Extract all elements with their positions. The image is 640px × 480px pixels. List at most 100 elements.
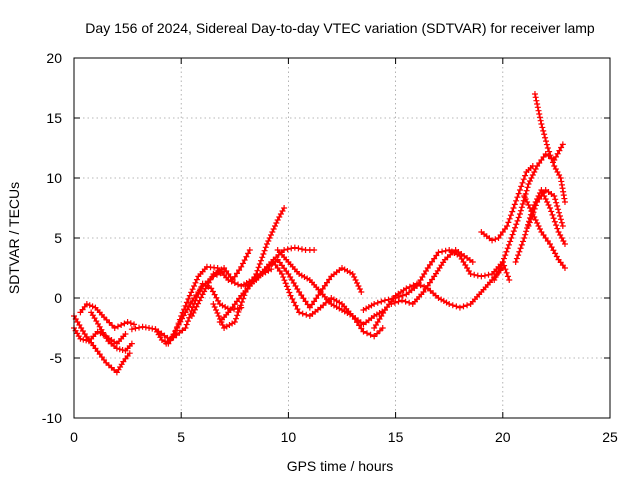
data-point — [356, 286, 363, 292]
x-tick-label: 10 — [281, 429, 297, 445]
data-point — [501, 255, 508, 262]
data-point — [238, 263, 245, 270]
data-point — [286, 289, 293, 296]
data-point — [525, 181, 532, 187]
data-point — [176, 329, 183, 336]
data-point — [306, 304, 313, 311]
data-point — [267, 232, 274, 238]
data-point — [214, 310, 221, 316]
data-point — [525, 223, 532, 229]
data-point — [535, 223, 542, 229]
x-axis-label: GPS time / hours — [287, 458, 394, 474]
data-point — [111, 325, 118, 331]
data-point — [116, 346, 123, 353]
data-point — [467, 271, 474, 277]
data-point — [193, 303, 200, 310]
data-point — [215, 297, 222, 304]
data-point — [174, 323, 181, 330]
series-line — [79, 303, 135, 329]
series-arc4 — [88, 309, 135, 354]
data-point — [557, 175, 564, 181]
series-arc13 — [274, 247, 388, 328]
data-point — [559, 223, 566, 229]
data-point — [311, 298, 318, 305]
data-point — [209, 288, 216, 295]
data-point — [424, 265, 431, 271]
data-point — [124, 319, 131, 325]
data-point — [554, 225, 561, 232]
data-point — [261, 247, 268, 254]
data-point — [516, 187, 523, 193]
data-point — [323, 279, 330, 286]
data-point — [539, 124, 546, 131]
data-point — [429, 258, 436, 265]
data-point — [191, 306, 198, 313]
data-point — [193, 276, 200, 283]
data-point — [489, 237, 496, 244]
x-tick-label: 0 — [70, 429, 78, 445]
data-point — [422, 285, 429, 292]
data-point — [182, 302, 189, 309]
data-point — [460, 303, 467, 310]
data-point — [417, 282, 424, 289]
data-point — [548, 244, 555, 251]
data-point — [291, 244, 298, 251]
data-point — [449, 302, 456, 309]
data-point — [533, 97, 540, 104]
data-point — [243, 253, 250, 260]
data-point — [213, 307, 220, 313]
data-point — [371, 333, 378, 340]
data-point — [453, 303, 460, 310]
data-point — [426, 279, 433, 286]
series-arc2 — [71, 325, 129, 347]
data-point — [263, 241, 270, 247]
data-point — [213, 294, 220, 301]
data-point — [255, 264, 262, 271]
data-point — [508, 235, 515, 241]
data-point — [507, 212, 514, 219]
y-tick-label: 5 — [54, 230, 62, 246]
chart-title: Day 156 of 2024, Sidereal Day-to-day VTE… — [85, 20, 595, 36]
data-point — [553, 199, 560, 206]
data-point — [179, 327, 186, 334]
data-point — [236, 305, 243, 312]
data-point — [523, 187, 530, 194]
data-point — [514, 194, 521, 201]
data-point — [534, 220, 541, 226]
data-point — [229, 277, 236, 283]
data-point — [300, 295, 307, 302]
data-point — [128, 326, 135, 333]
data-point — [296, 309, 303, 316]
data-point — [505, 241, 512, 248]
data-point — [113, 345, 120, 352]
data-point — [536, 114, 543, 121]
data-point — [155, 328, 162, 335]
data-point — [520, 238, 527, 245]
data-point — [294, 306, 301, 313]
data-point — [485, 271, 492, 278]
data-point — [114, 323, 121, 330]
data-point — [548, 208, 555, 215]
data-point — [534, 104, 541, 111]
data-point — [536, 226, 543, 232]
data-point — [260, 251, 267, 257]
grid-lines — [74, 58, 610, 418]
data-point — [83, 301, 90, 307]
data-point — [535, 107, 542, 114]
data-point — [513, 255, 520, 262]
data-series-group — [71, 91, 568, 376]
data-point — [503, 269, 510, 276]
data-point — [283, 283, 290, 290]
data-point — [298, 246, 305, 253]
data-point — [126, 350, 133, 357]
data-point — [188, 289, 195, 296]
data-point — [504, 245, 511, 252]
data-point — [254, 267, 261, 274]
series-arc21 — [531, 91, 568, 205]
data-point — [525, 202, 532, 208]
data-point — [136, 324, 143, 331]
data-point — [182, 325, 189, 331]
data-point — [555, 206, 562, 213]
data-point — [235, 281, 242, 288]
data-point — [313, 295, 320, 302]
